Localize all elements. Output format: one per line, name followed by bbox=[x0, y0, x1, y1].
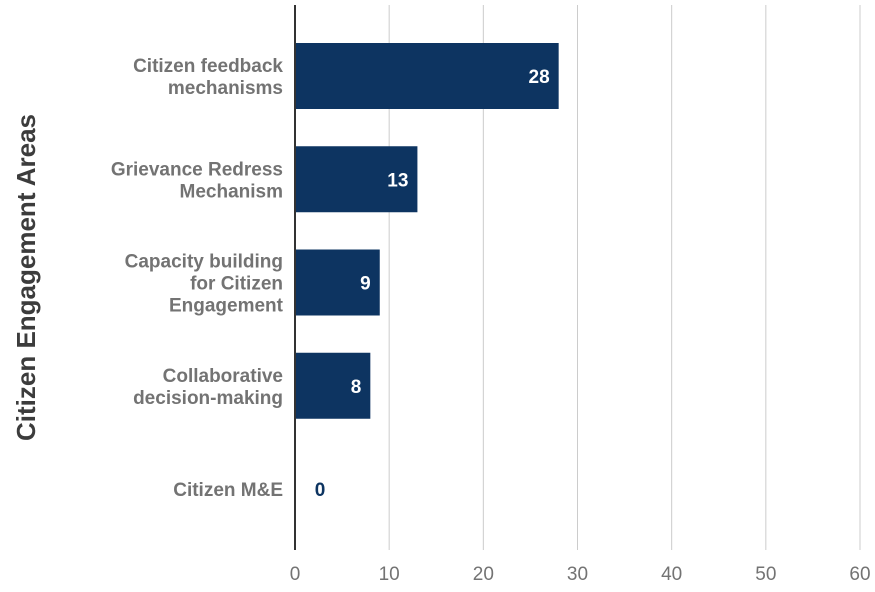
x-tick-label: 40 bbox=[661, 564, 682, 585]
x-tick-label: 20 bbox=[473, 564, 494, 585]
category-label: Grievance Redress Mechanism bbox=[111, 159, 283, 202]
data-labels: 28 13 9 8 0 bbox=[315, 67, 550, 501]
data-label: 0 bbox=[315, 480, 326, 501]
category-labels: Citizen feedback mechanisms Grievance Redr… bbox=[111, 56, 284, 501]
category-label: Capacity building for Citizen Engagement bbox=[125, 252, 284, 317]
bar bbox=[295, 352, 371, 419]
x-tick-label: 10 bbox=[379, 564, 400, 585]
data-label: 8 bbox=[351, 377, 362, 398]
bar bbox=[295, 249, 380, 316]
bar bbox=[295, 43, 559, 109]
category-label: Citizen feedback mechanisms bbox=[133, 56, 283, 99]
x-tick-label: 50 bbox=[755, 564, 776, 585]
data-label: 13 bbox=[387, 170, 408, 191]
data-label: 9 bbox=[360, 274, 371, 295]
x-tick-label: 30 bbox=[567, 564, 588, 585]
y-axis-title: Citizen Engagement Areas bbox=[11, 114, 41, 441]
category-label: Citizen M&E bbox=[173, 480, 283, 501]
x-tick-label: 0 bbox=[290, 564, 301, 585]
category-label: Collaborative decision-making bbox=[133, 366, 283, 409]
x-axis-tick-labels: 0 10 20 30 40 50 60 bbox=[290, 564, 871, 585]
data-label: 28 bbox=[529, 67, 550, 88]
bars bbox=[295, 43, 559, 419]
bar bbox=[295, 146, 418, 213]
x-tick-label: 60 bbox=[849, 564, 870, 585]
